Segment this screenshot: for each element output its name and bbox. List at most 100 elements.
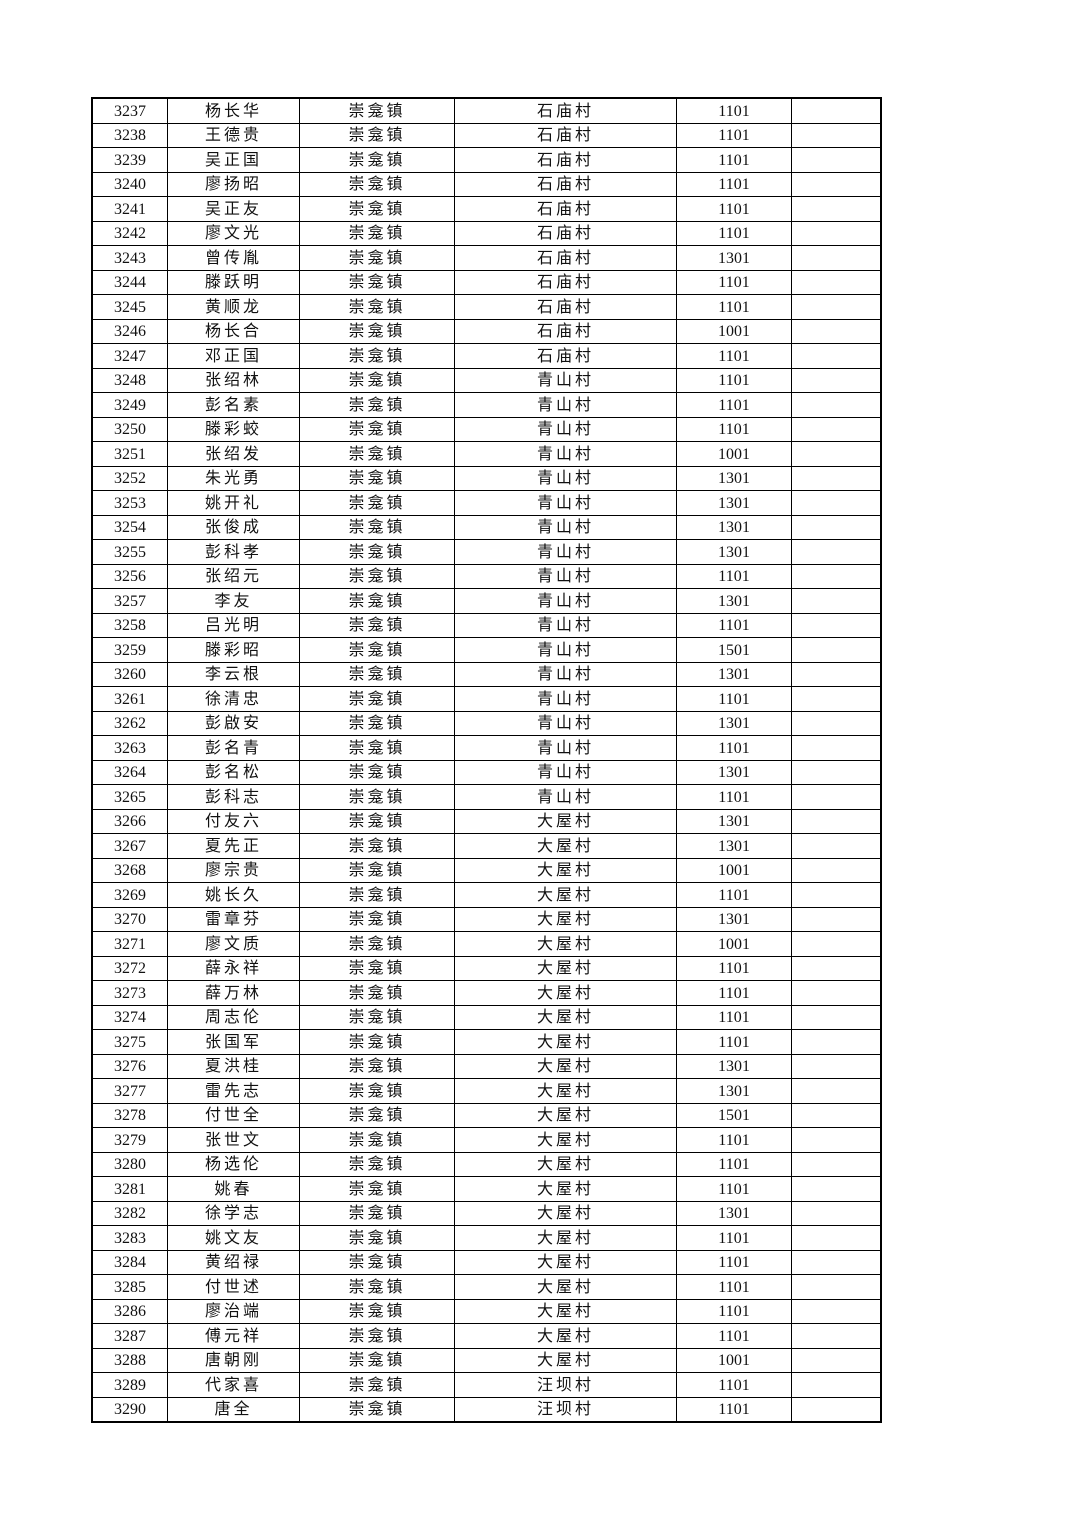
code-cell: 1101 xyxy=(676,1372,792,1398)
remark-cell xyxy=(791,1078,882,1104)
code-cell: 1101 xyxy=(676,392,792,418)
village-cell: 大屋村 xyxy=(454,808,677,834)
table-row: 3288 唐朝刚 崇龛镇 大屋村 1001 xyxy=(91,1347,882,1373)
remark-cell xyxy=(791,97,882,124)
row-number-cell: 3239 xyxy=(91,147,168,173)
village-cell: 大屋村 xyxy=(454,955,677,981)
remark-cell xyxy=(791,784,882,810)
table-row: 3281 姚春 崇龛镇 大屋村 1101 xyxy=(91,1176,882,1202)
remark-cell xyxy=(791,1176,882,1202)
person-name-cell: 滕跃明 xyxy=(167,269,300,295)
row-number-cell: 3288 xyxy=(91,1347,168,1373)
remark-cell xyxy=(791,1225,882,1251)
village-cell: 青山村 xyxy=(454,465,677,491)
remark-cell xyxy=(791,686,882,712)
remark-cell xyxy=(791,269,882,295)
code-cell: 1101 xyxy=(676,686,792,712)
village-cell: 青山村 xyxy=(454,784,677,810)
remark-cell xyxy=(791,1323,882,1349)
person-name-cell: 姚长久 xyxy=(167,882,300,908)
row-number-cell: 3255 xyxy=(91,539,168,565)
person-name-cell: 吴正友 xyxy=(167,196,300,222)
town-cell: 崇龛镇 xyxy=(299,539,455,565)
code-cell: 1101 xyxy=(676,1004,792,1030)
village-cell: 大屋村 xyxy=(454,980,677,1006)
remark-cell xyxy=(791,955,882,981)
table-row: 3244 滕跃明 崇龛镇 石庙村 1101 xyxy=(91,269,882,295)
row-number-cell: 3287 xyxy=(91,1323,168,1349)
table-row: 3279 张世文 崇龛镇 大屋村 1101 xyxy=(91,1127,882,1153)
table-row: 3237 杨长华 崇龛镇 石庙村 1101 xyxy=(91,97,882,124)
row-number-cell: 3280 xyxy=(91,1151,168,1177)
town-cell: 崇龛镇 xyxy=(299,1200,455,1226)
table-row: 3246 杨长合 崇龛镇 石庙村 1001 xyxy=(91,318,882,344)
town-cell: 崇龛镇 xyxy=(299,857,455,883)
person-name-cell: 彭名松 xyxy=(167,759,300,785)
village-cell: 汪坝村 xyxy=(454,1396,677,1423)
code-cell: 1301 xyxy=(676,539,792,565)
table-row: 3253 姚开礼 崇龛镇 青山村 1301 xyxy=(91,490,882,516)
table-row: 3272 薛永祥 崇龛镇 大屋村 1101 xyxy=(91,955,882,981)
table-row: 3265 彭科志 崇龛镇 青山村 1101 xyxy=(91,784,882,810)
town-cell: 崇龛镇 xyxy=(299,171,455,197)
table-row: 3269 姚长久 崇龛镇 大屋村 1101 xyxy=(91,882,882,908)
remark-cell xyxy=(791,1102,882,1128)
town-cell: 崇龛镇 xyxy=(299,833,455,859)
table-row: 3261 徐清忠 崇龛镇 青山村 1101 xyxy=(91,686,882,712)
code-cell: 1501 xyxy=(676,1102,792,1128)
table-row: 3260 李云根 崇龛镇 青山村 1301 xyxy=(91,661,882,687)
code-cell: 1301 xyxy=(676,245,792,271)
code-cell: 1101 xyxy=(676,1127,792,1153)
table-row: 3268 廖宗贵 崇龛镇 大屋村 1001 xyxy=(91,857,882,883)
village-cell: 石庙村 xyxy=(454,97,677,124)
town-cell: 崇龛镇 xyxy=(299,1225,455,1251)
person-name-cell: 姚文友 xyxy=(167,1225,300,1251)
village-cell: 石庙村 xyxy=(454,318,677,344)
code-cell: 1101 xyxy=(676,220,792,246)
row-number-cell: 3251 xyxy=(91,441,168,467)
town-cell: 崇龛镇 xyxy=(299,269,455,295)
table-row: 3259 滕彩昭 崇龛镇 青山村 1501 xyxy=(91,637,882,663)
row-number-cell: 3274 xyxy=(91,1004,168,1030)
code-cell: 1101 xyxy=(676,147,792,173)
code-cell: 1301 xyxy=(676,1200,792,1226)
town-cell: 崇龛镇 xyxy=(299,97,455,124)
row-number-cell: 3268 xyxy=(91,857,168,883)
village-cell: 青山村 xyxy=(454,539,677,565)
code-cell: 1101 xyxy=(676,1396,792,1423)
remark-cell xyxy=(791,1249,882,1275)
table-row: 3278 付世全 崇龛镇 大屋村 1501 xyxy=(91,1102,882,1128)
village-cell: 石庙村 xyxy=(454,122,677,148)
village-cell: 大屋村 xyxy=(454,1200,677,1226)
remark-cell xyxy=(791,759,882,785)
village-cell: 石庙村 xyxy=(454,245,677,271)
table-row: 3254 张俊成 崇龛镇 青山村 1301 xyxy=(91,514,882,540)
row-number-cell: 3244 xyxy=(91,269,168,295)
row-number-cell: 3256 xyxy=(91,563,168,589)
table-row: 3275 张国军 崇龛镇 大屋村 1101 xyxy=(91,1029,882,1055)
person-name-cell: 傅元祥 xyxy=(167,1323,300,1349)
table-row: 3274 周志伦 崇龛镇 大屋村 1101 xyxy=(91,1004,882,1030)
village-cell: 大屋村 xyxy=(454,1176,677,1202)
row-number-cell: 3260 xyxy=(91,661,168,687)
table-row: 3248 张绍林 崇龛镇 青山村 1101 xyxy=(91,367,882,393)
table-row: 3283 姚文友 崇龛镇 大屋村 1101 xyxy=(91,1225,882,1251)
row-number-cell: 3269 xyxy=(91,882,168,908)
person-name-cell: 滕彩蛟 xyxy=(167,416,300,442)
row-number-cell: 3286 xyxy=(91,1298,168,1324)
code-cell: 1301 xyxy=(676,588,792,614)
person-name-cell: 廖文光 xyxy=(167,220,300,246)
town-cell: 崇龛镇 xyxy=(299,980,455,1006)
person-name-cell: 姚开礼 xyxy=(167,490,300,516)
row-number-cell: 3265 xyxy=(91,784,168,810)
table-row: 3241 吴正友 崇龛镇 石庙村 1101 xyxy=(91,196,882,222)
town-cell: 崇龛镇 xyxy=(299,612,455,638)
table-row: 3276 夏洪桂 崇龛镇 大屋村 1301 xyxy=(91,1053,882,1079)
village-cell: 大屋村 xyxy=(454,1298,677,1324)
village-cell: 大屋村 xyxy=(454,1078,677,1104)
town-cell: 崇龛镇 xyxy=(299,318,455,344)
person-name-cell: 雷先志 xyxy=(167,1078,300,1104)
remark-cell xyxy=(791,514,882,540)
town-cell: 崇龛镇 xyxy=(299,1176,455,1202)
town-cell: 崇龛镇 xyxy=(299,955,455,981)
